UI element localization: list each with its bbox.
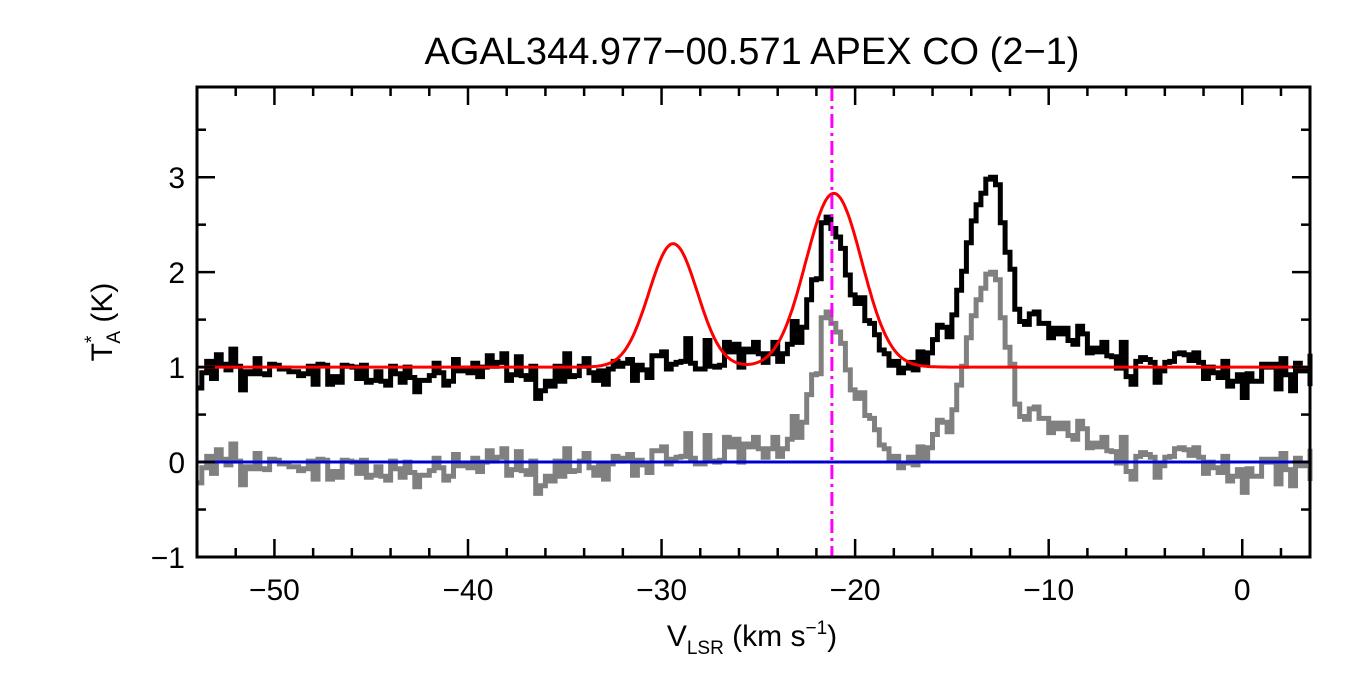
y-tick-label: −1	[151, 542, 185, 575]
x-axis-label-unit-sup: −1	[805, 618, 827, 639]
x-axis-label-sub: LSR	[687, 638, 724, 659]
y-tick-label: 3	[168, 162, 185, 195]
x-tick-label: −10	[1023, 574, 1074, 607]
y-tick-label: 2	[168, 257, 185, 290]
chart-title: AGAL344.977−00.571 APEX CO (2−1)	[425, 31, 1080, 73]
y-tick-label: 0	[168, 447, 185, 480]
series-spectrum	[197, 174, 1313, 401]
x-axis-label-main: V	[667, 620, 687, 653]
series-gaussian-fit	[197, 191, 1310, 369]
y-axis-label: T*A (K)	[82, 283, 125, 362]
y-axis-label-unit: (K)	[86, 283, 119, 331]
y-axis-label-main: T	[86, 343, 119, 361]
plot-frame	[195, 85, 1312, 559]
x-axis-label: VLSR (km s−1)	[667, 618, 837, 659]
overlay-layer	[197, 87, 1310, 557]
y-axis-label-sub: A	[104, 331, 125, 344]
x-tick-label: −40	[443, 574, 494, 607]
x-axis-label-unit: (km s	[724, 620, 806, 653]
y-tick-label: 1	[168, 352, 185, 385]
x-tick-label: 0	[1234, 574, 1251, 607]
series-layer	[197, 174, 1313, 496]
series-residual	[197, 269, 1313, 496]
x-tick-label: −50	[249, 574, 300, 607]
x-tick-label: −20	[830, 574, 881, 607]
y-axis-label-sup: *	[82, 335, 103, 343]
ticks-layer	[195, 87, 1310, 559]
x-tick-label: −30	[636, 574, 687, 607]
x-axis-label-unit-close: )	[827, 620, 837, 653]
